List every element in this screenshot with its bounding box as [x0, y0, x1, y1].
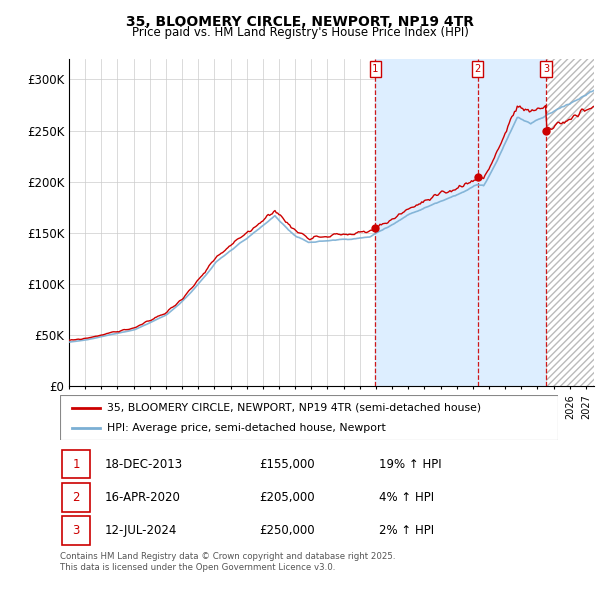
- Text: 35, BLOOMERY CIRCLE, NEWPORT, NP19 4TR (semi-detached house): 35, BLOOMERY CIRCLE, NEWPORT, NP19 4TR (…: [107, 403, 481, 412]
- FancyBboxPatch shape: [62, 450, 90, 478]
- FancyBboxPatch shape: [60, 395, 558, 440]
- Bar: [375, 59, 546, 386]
- Text: Contains HM Land Registry data © Crown copyright and database right 2025.
This d: Contains HM Land Registry data © Crown c…: [60, 552, 395, 572]
- Text: 2: 2: [73, 490, 80, 504]
- FancyBboxPatch shape: [62, 483, 90, 512]
- Text: 16-APR-2020: 16-APR-2020: [105, 490, 181, 504]
- Text: 35, BLOOMERY CIRCLE, NEWPORT, NP19 4TR: 35, BLOOMERY CIRCLE, NEWPORT, NP19 4TR: [126, 15, 474, 30]
- Text: 3: 3: [543, 64, 550, 74]
- Text: 3: 3: [73, 523, 80, 537]
- Text: £250,000: £250,000: [259, 523, 315, 537]
- Text: £155,000: £155,000: [259, 457, 315, 471]
- Bar: [546, 59, 594, 386]
- Text: 1: 1: [372, 64, 379, 74]
- Text: 4% ↑ HPI: 4% ↑ HPI: [379, 490, 434, 504]
- Text: 2% ↑ HPI: 2% ↑ HPI: [379, 523, 434, 537]
- Text: 18-DEC-2013: 18-DEC-2013: [105, 457, 183, 471]
- Text: 12-JUL-2024: 12-JUL-2024: [105, 523, 177, 537]
- Text: £205,000: £205,000: [259, 490, 315, 504]
- FancyBboxPatch shape: [62, 516, 90, 545]
- Text: 1: 1: [73, 457, 80, 471]
- Text: 2: 2: [475, 64, 481, 74]
- Text: HPI: Average price, semi-detached house, Newport: HPI: Average price, semi-detached house,…: [107, 422, 386, 432]
- Text: Price paid vs. HM Land Registry's House Price Index (HPI): Price paid vs. HM Land Registry's House …: [131, 26, 469, 39]
- Text: 19% ↑ HPI: 19% ↑ HPI: [379, 457, 442, 471]
